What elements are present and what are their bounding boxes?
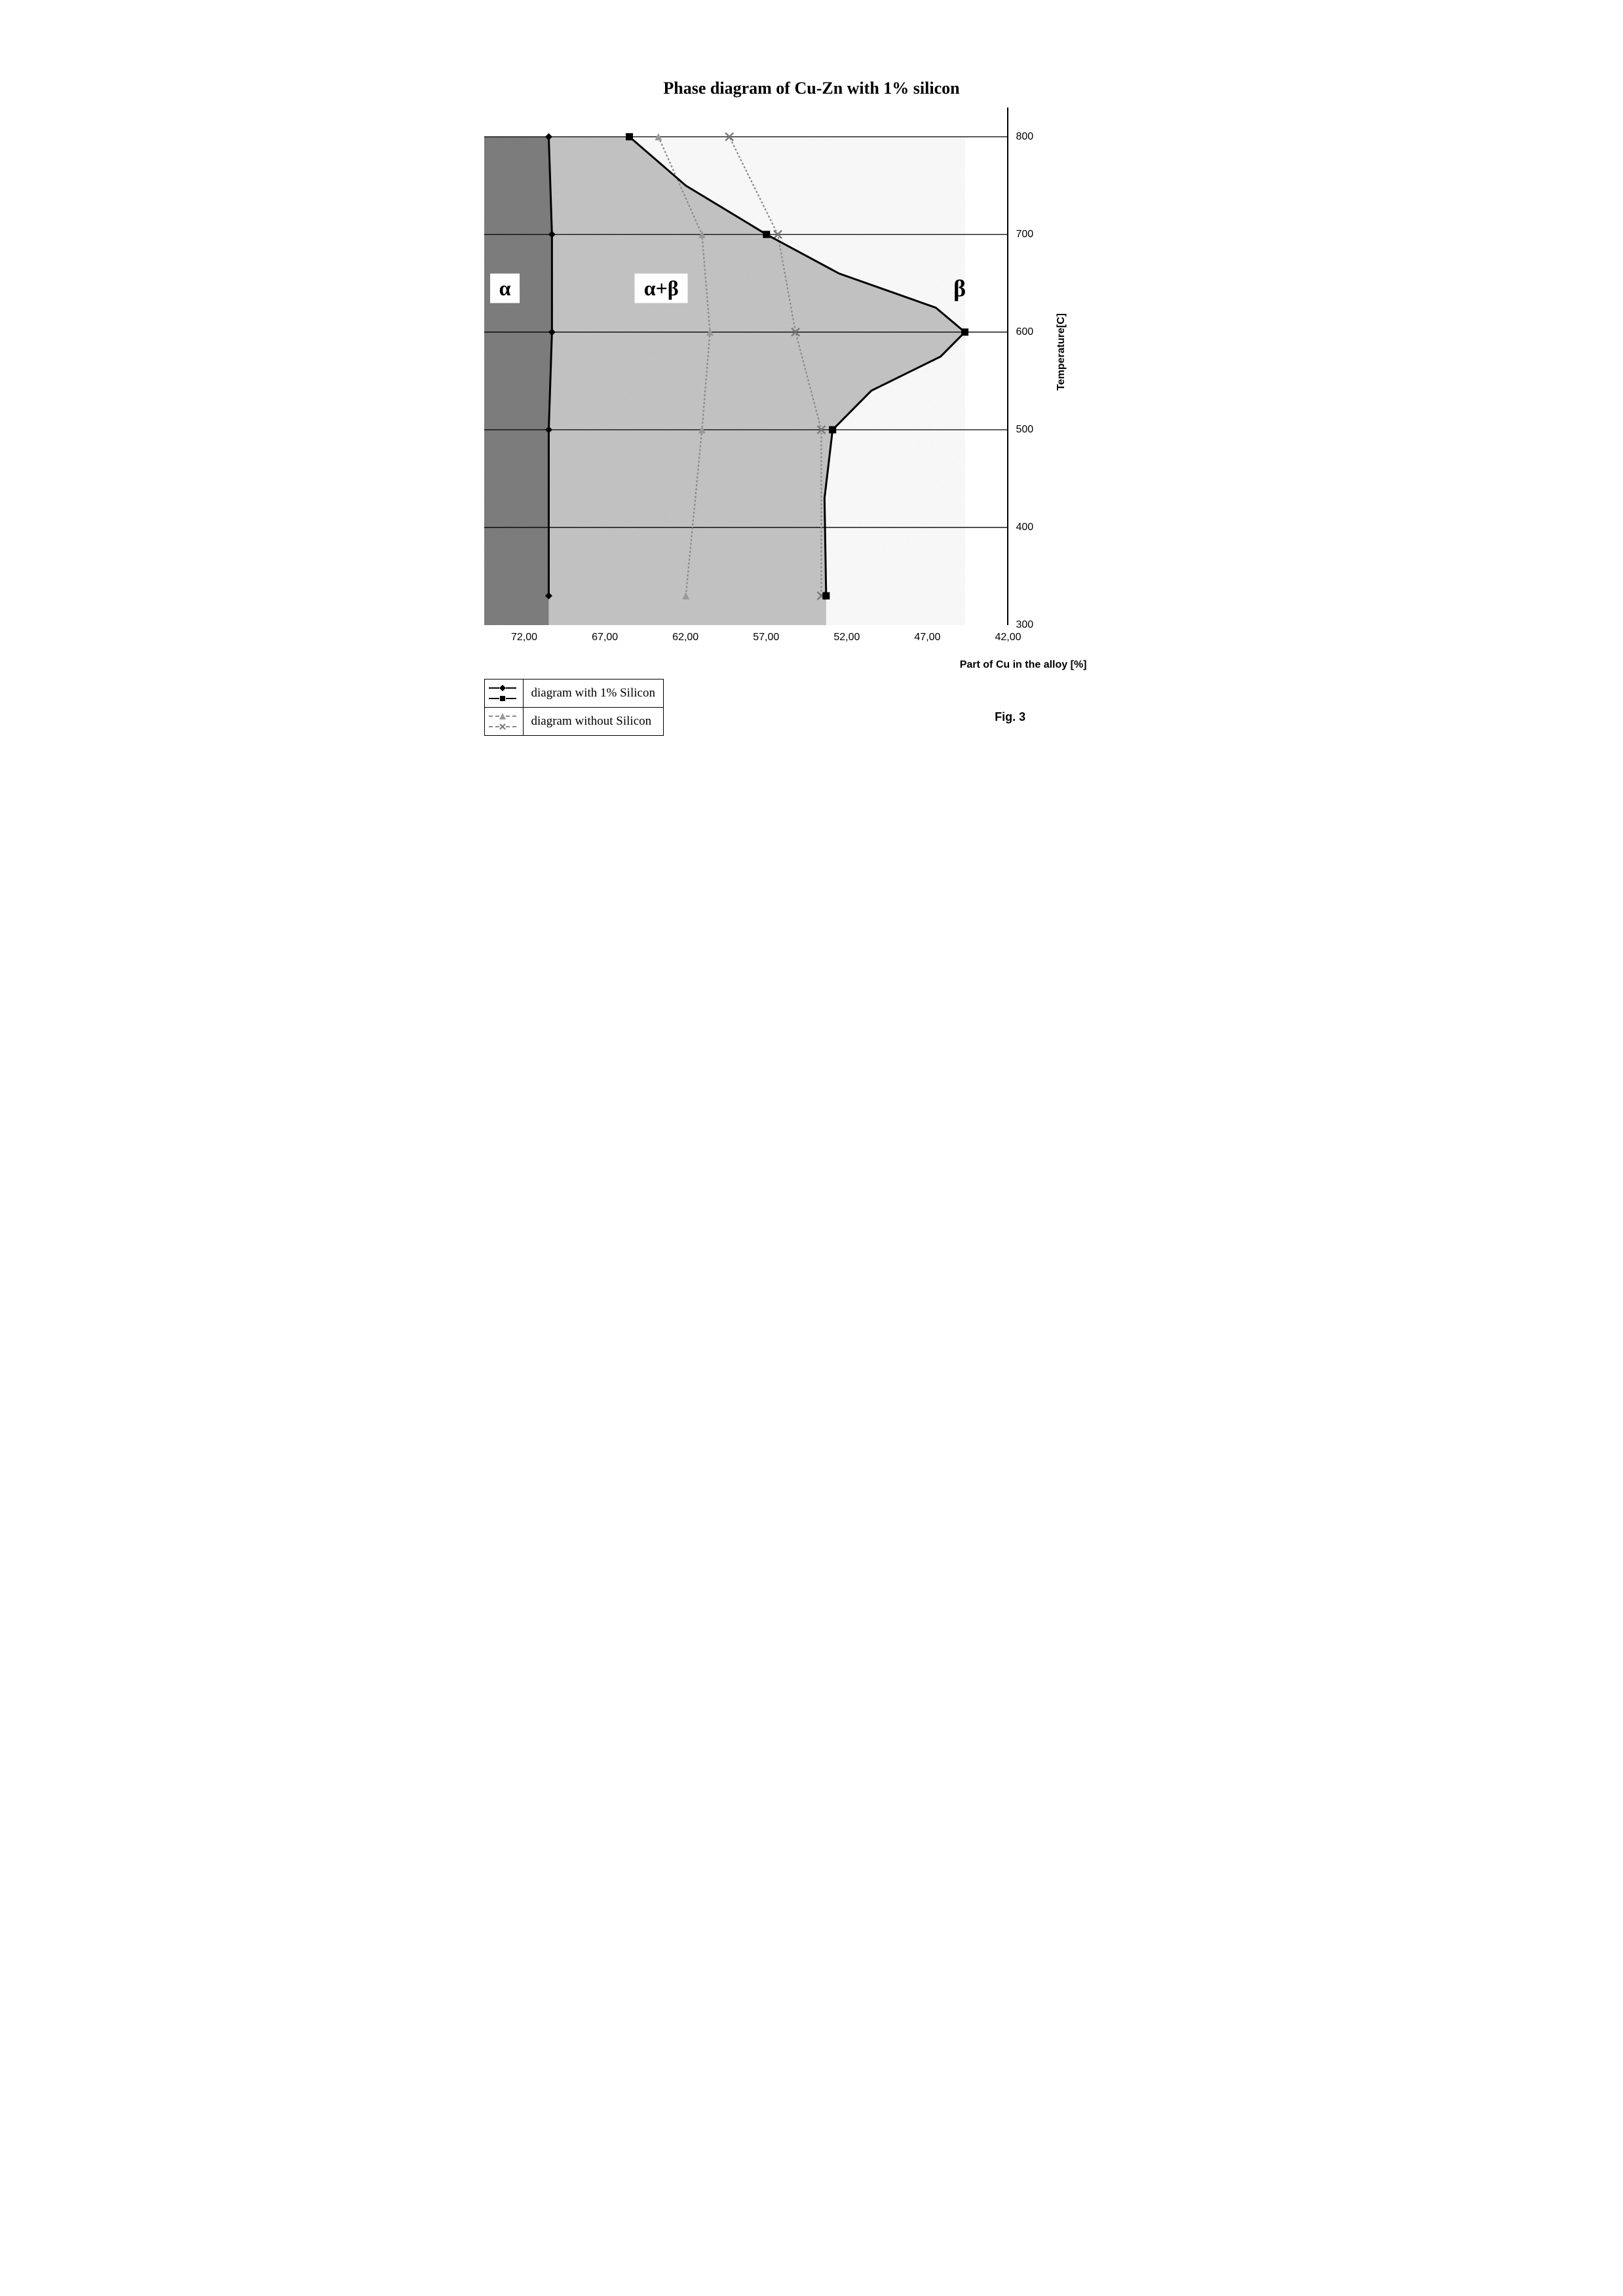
x-tick-label: 52,00 xyxy=(833,632,860,643)
phase-label-beta: β xyxy=(953,275,966,302)
figure-caption: Fig. 3 xyxy=(995,710,1025,724)
x-tick-label: 72,00 xyxy=(511,632,537,643)
x-tick-row: 72,0067,0062,0057,0052,0047,0042,00 xyxy=(484,632,1008,647)
bottom-row: diagram with 1% Silicon xyxy=(484,679,1139,736)
x-tick-label: 57,00 xyxy=(753,632,779,643)
phase-diagram-svg xyxy=(484,107,1008,625)
x-axis-label: Part of Cu in the alloy [%] xyxy=(960,659,1087,671)
figure-container: Phase diagram of Cu-Zn with 1% silicon α… xyxy=(484,79,1139,736)
legend-group-without-silicon: diagram without Silicon xyxy=(485,708,663,735)
y-tick-label: 300 xyxy=(1016,619,1034,631)
legend-swatch-nosi-x xyxy=(489,723,519,730)
legend-swatches-nosilicon xyxy=(485,708,524,735)
legend-swatch-nosi-triangle xyxy=(489,713,519,719)
diamond-icon xyxy=(499,685,506,691)
x-tick-label: 62,00 xyxy=(672,632,698,643)
legend-group-with-silicon: diagram with 1% Silicon xyxy=(485,679,663,708)
plot-block: αα+ββ Temperature[C] 800700600500400300 xyxy=(484,107,1139,625)
plot-area: α α+β β xyxy=(484,107,1008,625)
triangle-icon xyxy=(499,713,506,719)
y-tick-label: 800 xyxy=(1016,131,1034,143)
square-icon xyxy=(499,695,506,702)
legend-swatches-silicon xyxy=(485,679,524,707)
phase-label-alpha: α xyxy=(490,273,520,303)
phase-label-alpha_beta: α+β xyxy=(635,273,688,303)
x-tick-label: 47,00 xyxy=(914,632,940,643)
y-tick-label: 700 xyxy=(1016,229,1034,240)
y-tick-label: 400 xyxy=(1016,522,1034,533)
y-axis-label: Temperature[C] xyxy=(1056,313,1067,391)
legend-swatch-si-square xyxy=(489,695,519,702)
legend-label-nosilicon: diagram without Silicon xyxy=(524,708,660,735)
y-tick-label: 600 xyxy=(1016,326,1034,338)
x-tick-label: 67,00 xyxy=(592,632,618,643)
chart-title: Phase diagram of Cu-Zn with 1% silicon xyxy=(484,79,1139,98)
legend: diagram with 1% Silicon xyxy=(484,679,664,736)
legend-swatch-si-diamond xyxy=(489,685,519,691)
y-tick-label: 500 xyxy=(1016,424,1034,436)
x-marker-icon xyxy=(499,723,506,730)
y-tick-column: Temperature[C] 800700600500400300 xyxy=(1008,107,1069,625)
x-tick-label: 42,00 xyxy=(995,632,1021,643)
legend-label-silicon: diagram with 1% Silicon xyxy=(524,679,663,707)
